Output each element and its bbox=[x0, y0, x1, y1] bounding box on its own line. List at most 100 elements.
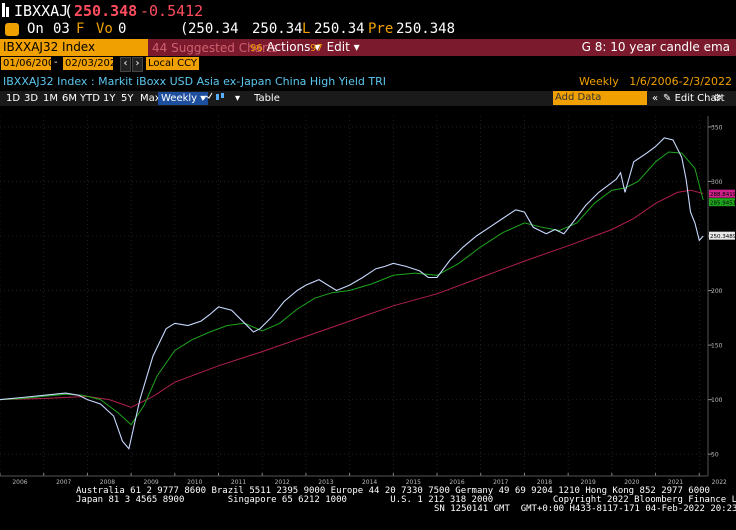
date-bar: 01/06/2006 - 02/03/2022 ‹ › Local CCY bbox=[0, 57, 736, 72]
pre-price: 250.348 bbox=[396, 21, 456, 37]
series-line-1 bbox=[0, 151, 704, 426]
prev-arrow-icon[interactable]: ‹ bbox=[120, 57, 131, 72]
price-chart[interactable]: 50100150200250300350 2006200720082009201… bbox=[0, 108, 736, 484]
x-tick-label: 2020 bbox=[624, 479, 639, 484]
actions-menu[interactable]: 96 Actions ▾ bbox=[250, 40, 320, 54]
actions-label: Actions bbox=[266, 40, 311, 54]
settings-icon[interactable]: ⚙ bbox=[713, 93, 722, 104]
value-label-text: 288.8419 bbox=[710, 192, 736, 198]
x-tick-label: 2014 bbox=[362, 479, 377, 484]
security-field[interactable]: IBXXAJ32 Index bbox=[0, 39, 148, 56]
pencil-icon: ✎ bbox=[663, 93, 672, 104]
series-layer bbox=[0, 137, 704, 450]
ticker-row: IBXXAJ ( 250.348 -0.5412 bbox=[0, 2, 736, 20]
vo-value: 0 bbox=[118, 21, 127, 37]
y-tick-label: 300 bbox=[711, 179, 723, 186]
x-tick-label: 2022 bbox=[712, 479, 727, 484]
period-1d[interactable]: 1D bbox=[6, 93, 21, 104]
x-tick-label: 2013 bbox=[318, 479, 333, 484]
chevron-down-icon: ▾ bbox=[353, 40, 360, 54]
chevron-down-icon: ▾ bbox=[314, 40, 321, 54]
net-change: -0.5412 bbox=[140, 2, 204, 20]
line-chart-icon[interactable] bbox=[202, 92, 213, 105]
value-label-text: 285.9451 bbox=[710, 201, 736, 207]
add-data-input[interactable]: Add Data bbox=[553, 91, 647, 105]
value-labels: 288.8419 285.9451 250.3489 bbox=[709, 189, 736, 240]
low-price: 250.34 bbox=[314, 21, 365, 37]
l-label: L bbox=[302, 21, 311, 37]
period-1m[interactable]: 1M bbox=[43, 93, 58, 104]
start-date-input[interactable]: 01/06/2006 bbox=[1, 57, 61, 70]
security-label: IBXXAJ32 Index bbox=[3, 40, 96, 54]
date-separator: - bbox=[54, 57, 58, 68]
period-range: Weekly 1/6/2006-2/3/2022 bbox=[579, 75, 732, 88]
paren: ( bbox=[64, 2, 74, 20]
x-tick-label: 2006 bbox=[12, 479, 27, 484]
chart-background bbox=[0, 108, 736, 484]
y-axis: 50100150200250300350 bbox=[707, 116, 723, 476]
x-tick-label: 2015 bbox=[406, 479, 421, 484]
x-tick-label: 2007 bbox=[56, 479, 71, 484]
candle-chart-icon[interactable] bbox=[215, 92, 225, 105]
y-tick-label: 100 bbox=[711, 397, 723, 404]
period-max[interactable]: Max bbox=[140, 93, 161, 104]
x-tick-label: 2016 bbox=[449, 479, 464, 484]
chart-toolbar: 1D 3D 1M 6M YTD 1Y 5Y Max Weekly ▾ ▾ Tab… bbox=[0, 91, 736, 106]
footer-line-1: Australia 61 2 9777 8600 Brazil 5511 239… bbox=[76, 486, 710, 496]
x-tick-label: 2011 bbox=[231, 479, 246, 484]
x-tick-label: 2021 bbox=[668, 479, 683, 484]
ticker-symbol: IBXXAJ bbox=[14, 2, 69, 20]
f-label: F bbox=[76, 21, 85, 37]
alert-icon[interactable] bbox=[5, 23, 19, 36]
y-tick-label: 50 bbox=[711, 452, 719, 459]
range-label: 1/6/2006-2/3/2022 bbox=[629, 75, 732, 88]
period-1y[interactable]: 1Y bbox=[103, 93, 116, 104]
suggested-charts-button[interactable]: 44 Suggested Charts bbox=[152, 41, 278, 55]
edit-chart-label: Edit Chart bbox=[674, 93, 725, 104]
paren2: ( bbox=[180, 21, 189, 37]
menu-icon[interactable] bbox=[2, 3, 10, 21]
pre-label: Pre bbox=[368, 21, 394, 37]
period-label: Weekly bbox=[579, 75, 619, 88]
series-line-0 bbox=[0, 137, 704, 450]
period-3d[interactable]: 3D bbox=[24, 93, 39, 104]
y-tick-label: 150 bbox=[711, 343, 723, 350]
chevron-down-icon[interactable]: ▾ bbox=[235, 93, 241, 104]
x-tick-label: 2019 bbox=[581, 479, 596, 484]
value-label-bg bbox=[709, 198, 735, 207]
grid bbox=[0, 116, 708, 476]
description-row: IBXXAJ32 Index : Markit iBoxx USD Asia e… bbox=[0, 74, 736, 89]
y-tick-label: 350 bbox=[711, 124, 723, 131]
x-tick-label: 2008 bbox=[100, 479, 115, 484]
table-button[interactable]: Table bbox=[254, 93, 280, 104]
x-tick-label: 2010 bbox=[187, 479, 202, 484]
on-label: On bbox=[27, 21, 44, 37]
x-axis: 2006 2007 2008 2009 2010 2011 2012 2013 2014 2015… bbox=[0, 473, 727, 484]
back-icon[interactable]: « bbox=[652, 93, 659, 104]
period-5y[interactable]: 5Y bbox=[121, 93, 134, 104]
quote-row: On 03 F Vo 0 ( 250.34 250.34 L 250.34 Pr… bbox=[0, 21, 736, 39]
security-description: IBXXAJ32 Index : Markit iBoxx USD Asia e… bbox=[3, 75, 386, 88]
edit-menu[interactable]: 97 Edit ▾ bbox=[310, 40, 360, 54]
edit-chart-button[interactable]: ✎ Edit Chart bbox=[663, 92, 725, 105]
chart-title: G 8: 10 year candle ema bbox=[581, 40, 730, 54]
end-date-input[interactable]: 02/03/2022 bbox=[63, 57, 123, 70]
vo-label: Vo bbox=[96, 21, 113, 37]
edit-label: Edit bbox=[326, 40, 350, 54]
footer-line-3: SN 1250141 GMT GMT+0:00 H433-8117-171 04… bbox=[434, 504, 736, 514]
menu-bar: IBXXAJ32 Index 44 Suggested Charts 96 Ac… bbox=[0, 39, 736, 56]
period-ytd[interactable]: YTD bbox=[80, 93, 100, 104]
value-label-text: 250.3489 bbox=[710, 234, 736, 240]
currency-select[interactable]: Local CCY bbox=[146, 57, 199, 70]
series-line-2 bbox=[0, 189, 704, 408]
next-arrow-icon[interactable]: › bbox=[132, 57, 143, 72]
value-label-bg bbox=[709, 189, 735, 198]
last-price: 250.348 bbox=[74, 2, 138, 20]
x-tick-label: 2017 bbox=[493, 479, 508, 484]
value-label-bg bbox=[709, 231, 735, 240]
frequency-select[interactable]: Weekly ▾ bbox=[158, 92, 209, 105]
x-tick-label: 2009 bbox=[143, 479, 158, 484]
actions-number: 96 bbox=[250, 43, 263, 54]
bid-price: 250.34 bbox=[188, 21, 239, 37]
period-6m[interactable]: 6M bbox=[62, 93, 77, 104]
